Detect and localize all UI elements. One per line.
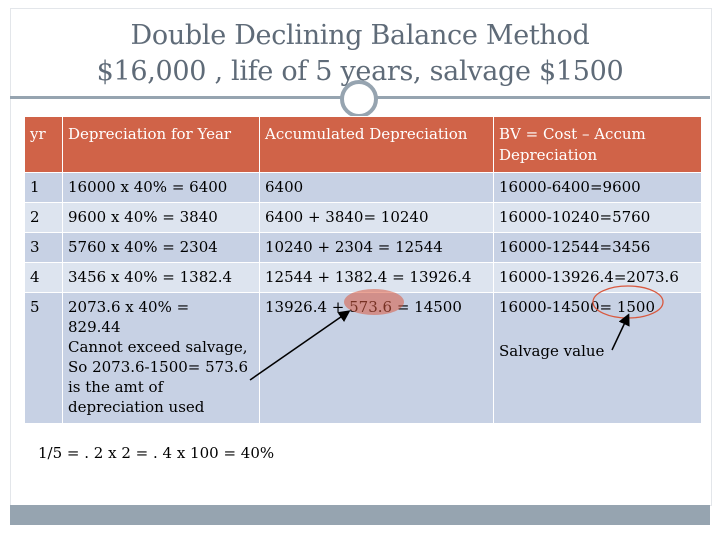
cell-book-value: 16000-12544=3456 [493,232,702,263]
divider-ring-ornament [340,80,378,118]
dep-line: depreciation used [68,398,205,416]
cell-depreciation: 16000 x 40% = 6400 [62,172,260,203]
table-row: 3 5760 x 40% = 2304 10240 + 2304 = 12544… [24,232,702,263]
dep-line: 829.44 [68,318,121,336]
table-row: 2 9600 x 40% = 3840 6400 + 3840= 10240 1… [24,202,702,233]
cell-yr: 4 [24,262,63,293]
cell-yr: 3 [24,232,63,263]
bottom-accent-bar [10,505,710,525]
cell-yr: 5 [24,292,63,424]
cell-depreciation: 3456 x 40% = 1382.4 [62,262,260,293]
cell-depreciation: 2073.6 x 40% = 829.44 Cannot exceed salv… [62,292,260,424]
dep-line: 2073.6 x 40% = [68,298,190,316]
table-row: 5 2073.6 x 40% = 829.44 Cannot exceed sa… [24,292,702,424]
table-row: 4 3456 x 40% = 1382.4 12544 + 1382.4 = 1… [24,262,702,293]
cell-accumulated: 13926.4 + 573.6 = 14500 [259,292,494,424]
cell-accumulated: 6400 [259,172,494,203]
dep-line: Cannot exceed salvage, [68,338,248,356]
cell-book-value: 16000-10240=5760 [493,202,702,233]
dep-line: So 2073.6-1500= 573.6 [68,358,249,376]
cell-accumulated: 12544 + 1382.4 = 13926.4 [259,262,494,293]
depreciation-table: yr Depreciation for Year Accumulated Dep… [24,116,702,424]
rate-formula: 1/5 = . 2 x 2 = . 4 x 100 = 40% [38,444,275,462]
cell-book-value: 16000-13926.4=2073.6 [493,262,702,293]
dep-line: is the amt of [68,378,164,396]
cell-book-value: 16000-14500= 1500 Salvage value [493,292,702,424]
title-line-1: Double Declining Balance Method [130,20,590,51]
cell-depreciation: 9600 x 40% = 3840 [62,202,260,233]
header-yr: yr [24,116,63,173]
header-book-value: BV = Cost – Accum Depreciation [493,116,702,173]
table-row: 1 16000 x 40% = 6400 6400 16000-6400=960… [24,172,702,203]
book-value-text: 16000-14500= 1500 [499,298,656,316]
header-accumulated-depreciation: Accumulated Depreciation [259,116,494,173]
cell-book-value: 16000-6400=9600 [493,172,702,203]
cell-yr: 1 [24,172,63,203]
table-header-row: yr Depreciation for Year Accumulated Dep… [24,116,702,173]
header-depreciation-for-year: Depreciation for Year [62,116,260,173]
cell-accumulated: 10240 + 2304 = 12544 [259,232,494,263]
cell-accumulated: 6400 + 3840= 10240 [259,202,494,233]
salvage-value-note: Salvage value [499,342,605,360]
cell-yr: 2 [24,202,63,233]
cell-depreciation: 5760 x 40% = 2304 [62,232,260,263]
